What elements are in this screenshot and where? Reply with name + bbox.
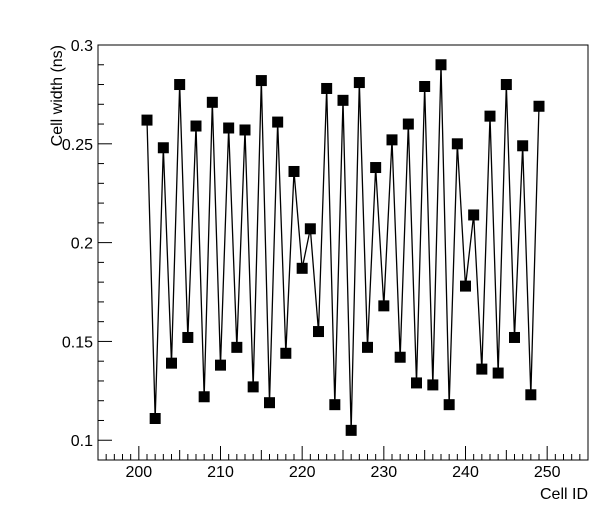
y-axis-label: Cell width (ns) xyxy=(49,45,66,146)
series-markers xyxy=(141,59,545,436)
y-axis-tick-labels: 0.1 0.15 0.2 0.25 0.3 xyxy=(62,38,93,450)
data-point-marker xyxy=(386,134,398,146)
data-point-marker xyxy=(402,118,414,130)
data-point-marker xyxy=(247,381,259,393)
series-line xyxy=(146,64,540,431)
data-point-marker xyxy=(174,79,186,91)
x-tick-label: 210 xyxy=(207,464,234,481)
data-point-marker xyxy=(362,341,373,353)
x-tick-label: 240 xyxy=(452,464,479,481)
data-point-marker xyxy=(255,75,267,87)
x-tick-label: 220 xyxy=(289,464,316,481)
data-point-marker xyxy=(443,399,455,411)
data-point-marker xyxy=(313,326,324,338)
x-tick-label: 250 xyxy=(534,464,561,481)
data-point-marker xyxy=(231,341,243,353)
data-point-marker xyxy=(517,140,529,152)
data-point-marker xyxy=(272,116,284,128)
y-tick-label: 0.15 xyxy=(62,334,93,351)
data-point-marker xyxy=(533,100,545,112)
data-point-marker xyxy=(492,367,504,379)
data-point-marker xyxy=(370,162,382,174)
data-point-marker xyxy=(215,359,226,371)
data-point-marker xyxy=(141,114,153,126)
x-tick-label: 200 xyxy=(125,464,152,481)
x-axis-tick-labels: 200 210 220 230 240 250 xyxy=(125,464,560,481)
data-point-marker xyxy=(337,94,349,106)
data-point-marker xyxy=(468,209,480,221)
data-point-marker xyxy=(476,363,488,375)
x-tick-label: 230 xyxy=(370,464,397,481)
data-point-marker xyxy=(329,399,341,411)
y-axis-ticks xyxy=(98,44,112,461)
data-point-marker xyxy=(451,138,463,150)
data-point-marker xyxy=(484,110,496,122)
data-point-marker xyxy=(264,397,275,409)
data-point-marker xyxy=(411,377,422,389)
data-point-marker xyxy=(419,81,431,92)
data-point-marker xyxy=(182,331,194,343)
data-point-marker xyxy=(166,357,177,369)
y-tick-label: 0.2 xyxy=(71,236,93,253)
data-point-marker xyxy=(280,347,292,359)
data-point-marker xyxy=(296,262,308,274)
data-point-marker xyxy=(223,122,235,134)
data-point-marker xyxy=(509,331,520,343)
x-axis-ticks xyxy=(97,446,589,460)
y-tick-label: 0.3 xyxy=(71,38,93,55)
data-point-marker xyxy=(288,165,300,177)
x-axis-label: Cell ID xyxy=(540,486,588,503)
data-point-marker xyxy=(157,142,169,154)
y-tick-label: 0.25 xyxy=(62,137,93,154)
data-point-marker xyxy=(435,59,447,71)
data-point-marker xyxy=(321,82,333,94)
data-point-marker xyxy=(198,391,210,403)
data-point-marker xyxy=(353,77,365,89)
data-point-marker xyxy=(394,351,406,363)
y-tick-label: 0.1 xyxy=(71,433,93,450)
data-point-marker xyxy=(190,120,202,132)
data-point-marker xyxy=(500,79,512,91)
data-point-marker xyxy=(427,379,439,391)
data-point-marker xyxy=(304,223,316,235)
data-point-marker xyxy=(239,124,251,136)
data-point-marker xyxy=(345,424,357,436)
data-point-marker xyxy=(378,300,390,312)
data-point-marker xyxy=(525,389,537,401)
data-point-marker xyxy=(460,280,471,292)
data-point-marker xyxy=(149,413,161,424)
data-point-marker xyxy=(206,96,218,108)
